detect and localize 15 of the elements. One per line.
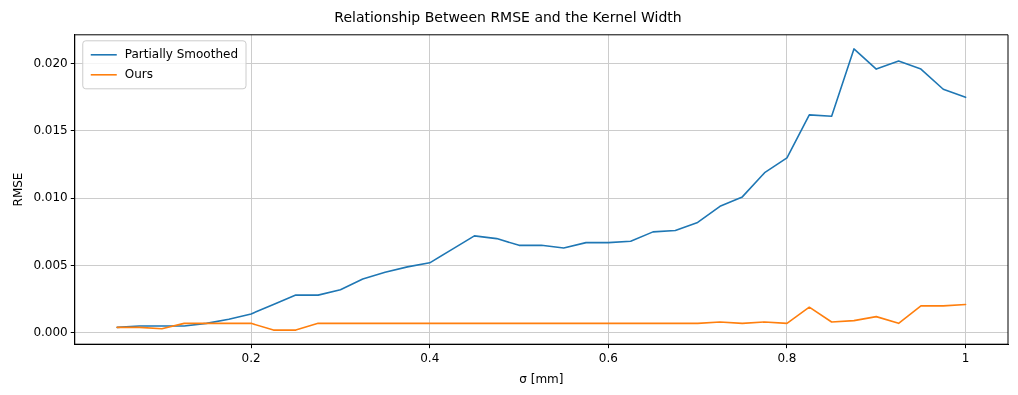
legend-label: Partially Smoothed xyxy=(124,46,239,61)
y-tick-label: 0.015 xyxy=(33,123,68,138)
x-tick-label: 0.8 xyxy=(777,350,797,365)
y-tick-label: 0.005 xyxy=(33,257,68,272)
chart-title: Relationship Between RMSE and the Kernel Width xyxy=(334,9,682,26)
y-axis-title: RMSE xyxy=(11,172,26,207)
x-tick-label: 0.2 xyxy=(241,350,261,365)
x-tick-label: 0.6 xyxy=(598,350,618,365)
y-tick-label: 0.020 xyxy=(33,55,68,70)
x-tick-label: 1 xyxy=(961,350,970,365)
legend-label: Ours xyxy=(124,66,153,81)
y-tick-label: 0.000 xyxy=(33,324,68,339)
y-tick-label: 0.010 xyxy=(33,190,68,205)
x-axis-title: σ [mm] xyxy=(519,371,564,386)
x-tick-label: 0.4 xyxy=(420,350,440,365)
